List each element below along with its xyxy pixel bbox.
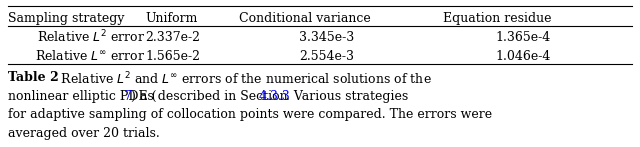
Text: 2.337e-2: 2.337e-2 xyxy=(145,31,200,44)
Text: Relative $L^2$ error: Relative $L^2$ error xyxy=(37,29,145,46)
Text: Equation residue: Equation residue xyxy=(442,12,551,25)
Text: for adaptive sampling of collocation points were compared. The errors were: for adaptive sampling of collocation poi… xyxy=(8,108,492,121)
Text: 7: 7 xyxy=(124,90,132,103)
Text: Relative $L^2$ and $L^\infty$ errors of the numerical solutions of the: Relative $L^2$ and $L^\infty$ errors of … xyxy=(53,71,432,87)
Text: Uniform: Uniform xyxy=(145,12,198,25)
Text: 1.046e-4: 1.046e-4 xyxy=(496,50,551,63)
Text: 1.365e-4: 1.365e-4 xyxy=(496,31,551,44)
Text: Table 2: Table 2 xyxy=(8,71,58,84)
Text: 4.3.3: 4.3.3 xyxy=(259,90,291,103)
Text: 2.554e-3: 2.554e-3 xyxy=(299,50,354,63)
Text: . Various strategies: . Various strategies xyxy=(286,90,408,103)
Text: Sampling strategy: Sampling strategy xyxy=(8,12,124,25)
Text: 1.565e-2: 1.565e-2 xyxy=(145,50,200,63)
Text: ) as described in Section: ) as described in Section xyxy=(131,90,291,103)
Text: nonlinear elliptic PDE (: nonlinear elliptic PDE ( xyxy=(8,90,156,103)
Text: 3.345e-3: 3.345e-3 xyxy=(299,31,354,44)
Text: averaged over 20 trials.: averaged over 20 trials. xyxy=(8,127,159,140)
Text: Conditional variance: Conditional variance xyxy=(239,12,371,25)
Text: Relative $L^\infty$ error: Relative $L^\infty$ error xyxy=(35,49,145,63)
